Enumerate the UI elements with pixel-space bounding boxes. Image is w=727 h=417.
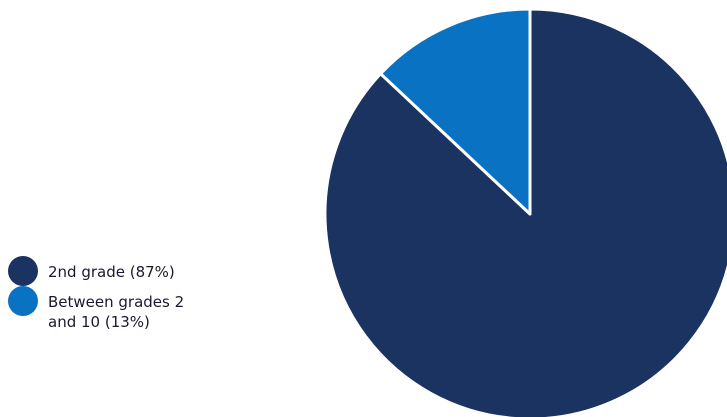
legend-swatch-between-grades <box>8 286 38 316</box>
legend-label-between-grades: Between grades 2 and 10 (13%) <box>48 292 184 332</box>
legend-swatch-2nd-grade <box>8 256 38 286</box>
legend-item: 2nd grade (87%) <box>8 262 248 286</box>
legend-label-2nd-grade: 2nd grade (87%) <box>48 262 175 282</box>
legend-item: Between grades 2 and 10 (13%) <box>8 292 248 332</box>
legend: 2nd grade (87%) Between grades 2 and 10 … <box>8 262 248 338</box>
